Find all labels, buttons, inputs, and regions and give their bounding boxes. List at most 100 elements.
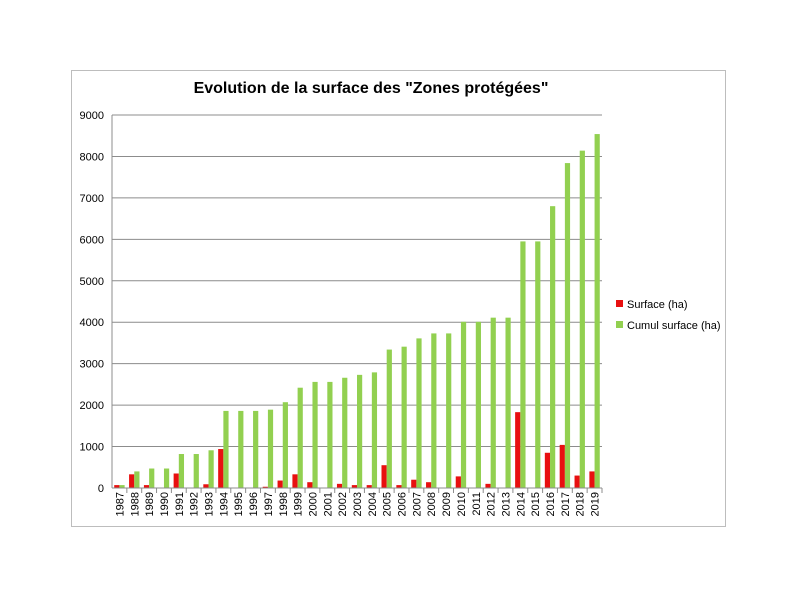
bar-cumul-surface [446, 333, 452, 488]
y-tick-label: 5000 [80, 276, 104, 288]
bar-cumul-surface [178, 454, 185, 488]
y-tick-label: 7000 [80, 193, 104, 205]
bar-surface [262, 486, 268, 488]
x-tick-label: 2014 [515, 492, 527, 516]
bar-surface [455, 476, 461, 488]
x-tick-label: 1987 [114, 492, 126, 516]
x-tick-label: 2017 [560, 492, 572, 516]
bar-cumul-surface [327, 381, 333, 488]
legend: Surface (ha) Cumul surface (ha) [616, 299, 721, 332]
x-tick-label: 2019 [590, 492, 602, 516]
bar-cumul-surface [490, 317, 496, 488]
bar-cumul-surface [594, 134, 600, 488]
bar-cumul-surface [550, 206, 556, 488]
legend-swatch [616, 321, 623, 328]
y-tick-label: 8000 [80, 151, 104, 163]
legend-label: Cumul surface (ha) [627, 320, 721, 332]
bar-cumul-surface [342, 377, 348, 488]
bar-surface [544, 452, 551, 488]
bar-cumul-surface [401, 346, 407, 488]
bar-cumul-surface [282, 402, 288, 488]
bar-surface [366, 485, 372, 488]
x-tick-label: 2000 [307, 492, 319, 516]
bar-surface [396, 485, 402, 488]
x-tick-label: 2001 [322, 492, 334, 516]
x-tick-label: 1989 [144, 492, 156, 516]
x-tick-label: 1991 [174, 492, 186, 516]
bar-cumul-surface [267, 409, 274, 488]
bar-cumul-surface [134, 471, 140, 488]
x-tick-label: 2008 [426, 492, 438, 516]
bar-cumul-surface [579, 150, 585, 489]
bar-cumul-surface [163, 468, 170, 488]
chart-title: Evolution de la surface des "Zones proté… [193, 80, 549, 97]
bar-cumul-surface [535, 241, 541, 488]
bar-cumul-surface [238, 410, 244, 488]
bar-cumul-surface [416, 338, 422, 488]
x-tick-label: 2015 [530, 492, 542, 516]
x-tick-label: 1993 [204, 492, 216, 516]
bar-cumul-surface [505, 317, 511, 488]
x-tick-label: 1994 [218, 492, 230, 516]
x-tick-label: 1997 [263, 492, 275, 516]
bar-surface [218, 449, 224, 488]
bar-surface [589, 471, 595, 488]
x-tick-label: 1995 [233, 492, 245, 516]
x-tick-label: 1999 [293, 492, 305, 516]
x-tick-label: 2002 [337, 492, 349, 516]
x-tick-label: 1990 [159, 492, 171, 516]
bar-cumul-surface [223, 410, 229, 488]
x-tick-label: 1992 [189, 492, 201, 516]
bar-surface [173, 473, 179, 488]
x-tick-label: 2006 [397, 492, 409, 516]
x-tick-label: 1996 [248, 492, 260, 516]
y-tick-label: 2000 [80, 400, 104, 412]
bar-surface [143, 485, 150, 488]
bar-surface [485, 483, 491, 488]
chart-frame [71, 70, 726, 527]
bars [114, 134, 600, 489]
x-tick-label: 2012 [486, 492, 498, 516]
bar-cumul-surface [297, 387, 303, 488]
bar-cumul-surface [520, 241, 526, 488]
x-tick-label: 2011 [471, 492, 483, 516]
x-tick-label: 1998 [278, 492, 290, 516]
bar-cumul-surface [253, 410, 259, 488]
x-tick-label: 2016 [545, 492, 557, 516]
x-tick-label: 1988 [129, 492, 141, 516]
bar-surface [336, 483, 343, 488]
bar-surface [351, 485, 357, 488]
bar-surface [307, 482, 313, 488]
x-tick-label: 2009 [441, 492, 453, 516]
bar-cumul-surface [149, 468, 155, 488]
bar-surface [277, 480, 283, 488]
bar-surface [411, 479, 417, 488]
bar-surface [203, 484, 209, 488]
y-tick-label: 9000 [80, 110, 104, 122]
bar-surface [292, 474, 298, 488]
bar-cumul-surface [564, 163, 571, 488]
bar-cumul-surface [119, 485, 125, 488]
bar-cumul-surface [386, 349, 392, 488]
bar-cumul-surface [431, 333, 437, 488]
bar-surface [381, 465, 387, 488]
y-tick-label: 3000 [80, 359, 104, 371]
bar-cumul-surface [193, 454, 199, 488]
bar-cumul-surface [208, 450, 214, 488]
bar-cumul-surface [312, 381, 318, 488]
y-axis: 0 1000 2000 3000 4000 5000 6000 7000 8000 9000 [80, 110, 113, 495]
y-tick-label: 4000 [80, 317, 104, 329]
bar-surface [426, 482, 432, 488]
bar-cumul-surface [371, 372, 378, 488]
bar-cumul-surface [475, 321, 481, 488]
bar-cumul-surface [460, 321, 467, 488]
y-tick-label: 6000 [80, 234, 104, 246]
x-tick-label: 2007 [411, 492, 423, 516]
x-tick-label: 2018 [575, 492, 587, 516]
x-axis: 1987 1988 1989 1990 1991 1992 1993 1994 1995 1996… [112, 487, 603, 516]
y-tick-label: 0 [98, 483, 104, 495]
x-tick-label: 2013 [500, 492, 512, 516]
x-tick-label: 2004 [367, 492, 379, 516]
bar-surface [574, 475, 580, 488]
